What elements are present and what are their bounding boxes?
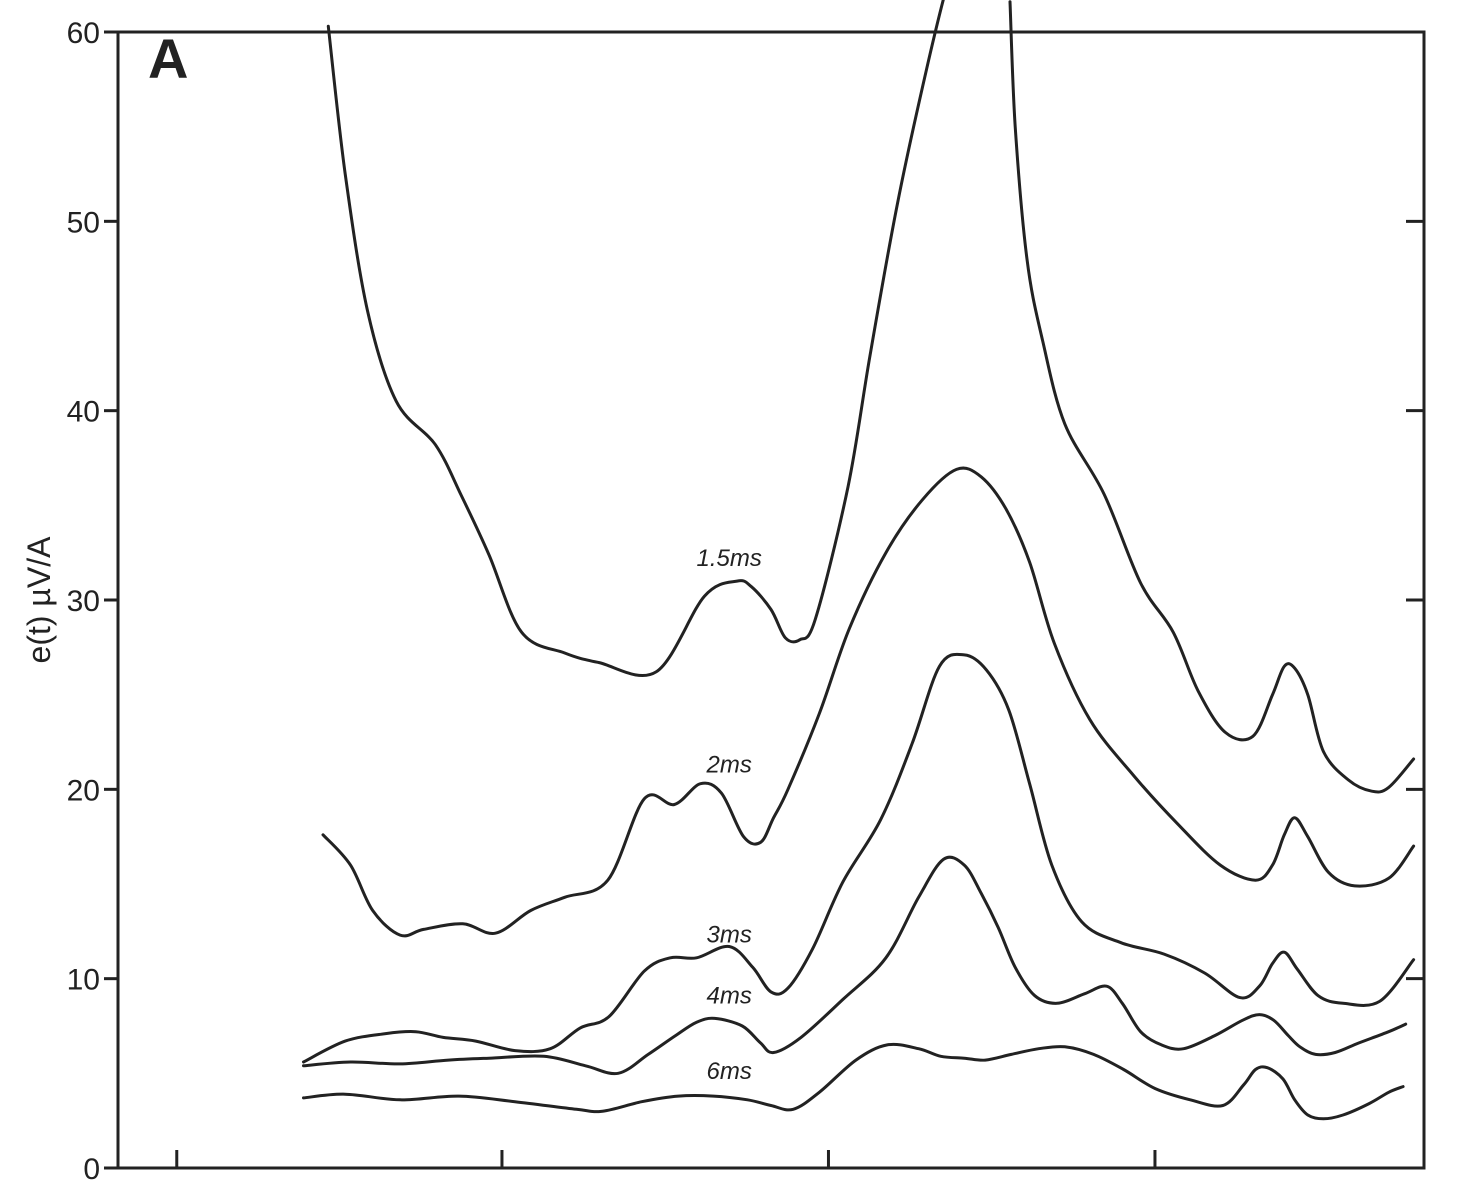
series-line-2 (321, 466, 1416, 938)
series-labels: 1.5ms 2ms 3ms 4ms 6ms (697, 545, 762, 1085)
series-label-4: 6ms (707, 1058, 752, 1085)
y-tick-label-4: 40 (67, 396, 100, 429)
plot-frame (116, 30, 1426, 1170)
axis-ticks: 0 10 20 30 40 50 60 (67, 17, 1424, 1186)
y-tick-label-3: 30 (67, 585, 100, 618)
y-axis-label: e(t) µV/A (21, 536, 57, 664)
y-tick-label-5: 50 (67, 206, 100, 239)
y-tick-label-6: 60 (67, 17, 100, 50)
series-line-5 (302, 1042, 1405, 1121)
series-label-1: 2ms (706, 751, 752, 778)
series-line-4 (302, 855, 1408, 1076)
series-label-2: 3ms (707, 922, 752, 949)
series-lines (302, 0, 1416, 1121)
panel-label: A (148, 27, 188, 90)
series-label-3: 4ms (707, 982, 752, 1009)
y-tick-label-2: 20 (67, 774, 100, 807)
series-line-1 (1008, 0, 1416, 794)
y-tick-label-1: 10 (67, 964, 100, 997)
series-label-0: 1.5ms (697, 545, 762, 572)
y-tick-label-0: 0 (83, 1153, 100, 1186)
series-line-0 (326, 0, 945, 678)
series-line-3 (302, 652, 1416, 1064)
